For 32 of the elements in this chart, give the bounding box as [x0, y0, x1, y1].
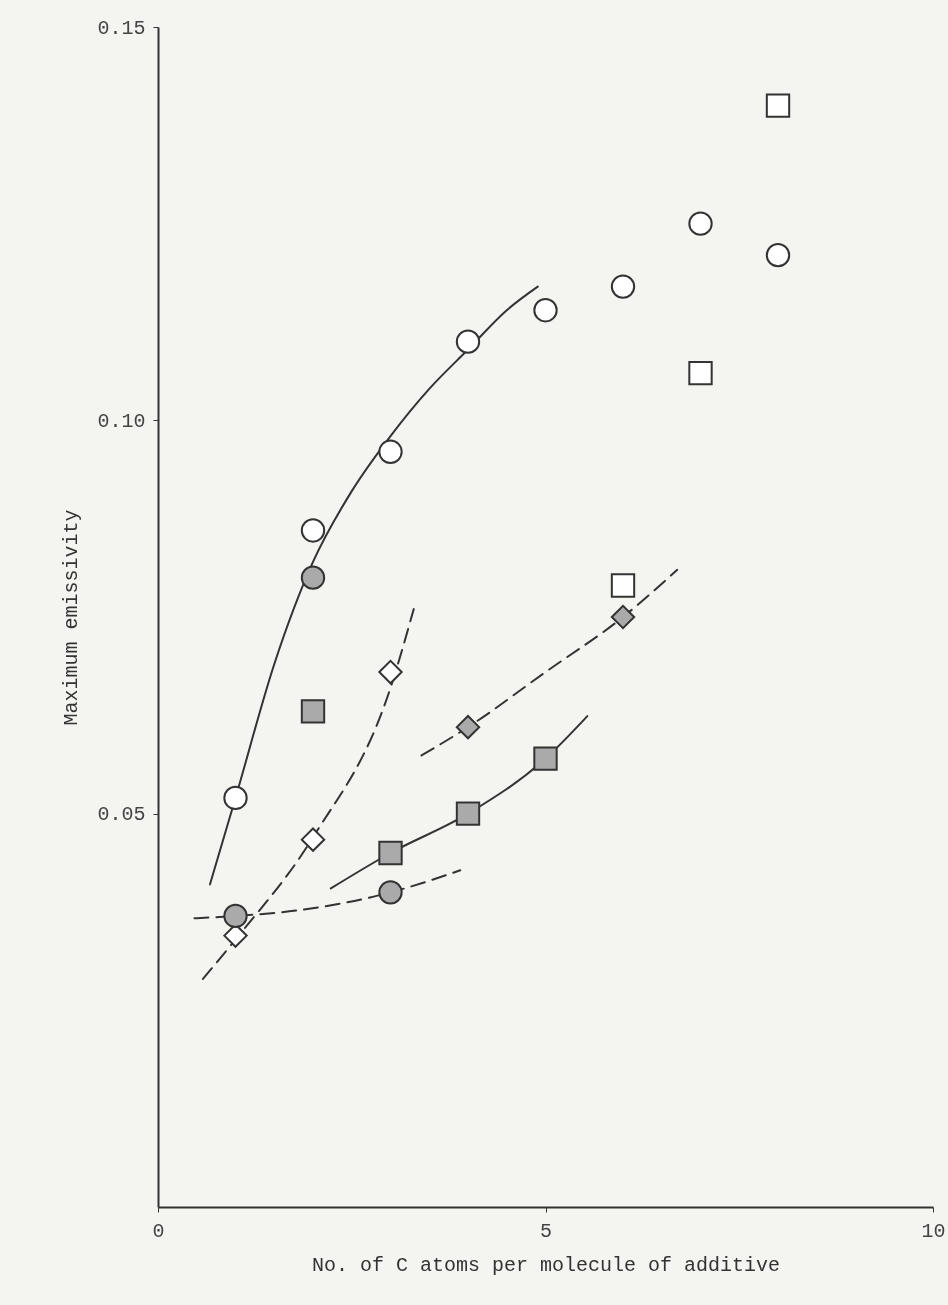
x-axis-title: No. of C atoms per molecule of additive	[311, 1253, 781, 1277]
x-tick-label: 10	[921, 1219, 946, 1243]
point	[223, 785, 248, 811]
point	[378, 439, 403, 464]
point	[610, 573, 636, 598]
point	[455, 801, 481, 826]
point	[610, 604, 636, 630]
line-series	[208, 285, 539, 886]
point	[300, 827, 326, 852]
point	[378, 840, 403, 866]
y-tick-label: 0.05	[97, 803, 146, 827]
point	[533, 746, 558, 771]
point	[223, 903, 248, 929]
point	[765, 242, 791, 268]
point	[300, 565, 326, 590]
point	[455, 329, 481, 354]
point	[300, 518, 326, 543]
y-tick-label: 0.10	[97, 409, 146, 433]
x-tick-label: 5	[539, 1219, 553, 1243]
line-series	[329, 715, 589, 890]
point	[688, 360, 713, 386]
y-tick-label: 0.15	[97, 16, 146, 40]
y-axis-title: Maximum emissivity	[60, 509, 84, 726]
point	[533, 298, 558, 323]
point	[300, 699, 326, 724]
point	[378, 880, 403, 905]
x-tick-label: 0	[152, 1219, 165, 1243]
point	[455, 714, 481, 740]
point	[610, 274, 636, 299]
point	[688, 211, 713, 236]
line-series	[420, 568, 679, 757]
point	[765, 93, 791, 118]
